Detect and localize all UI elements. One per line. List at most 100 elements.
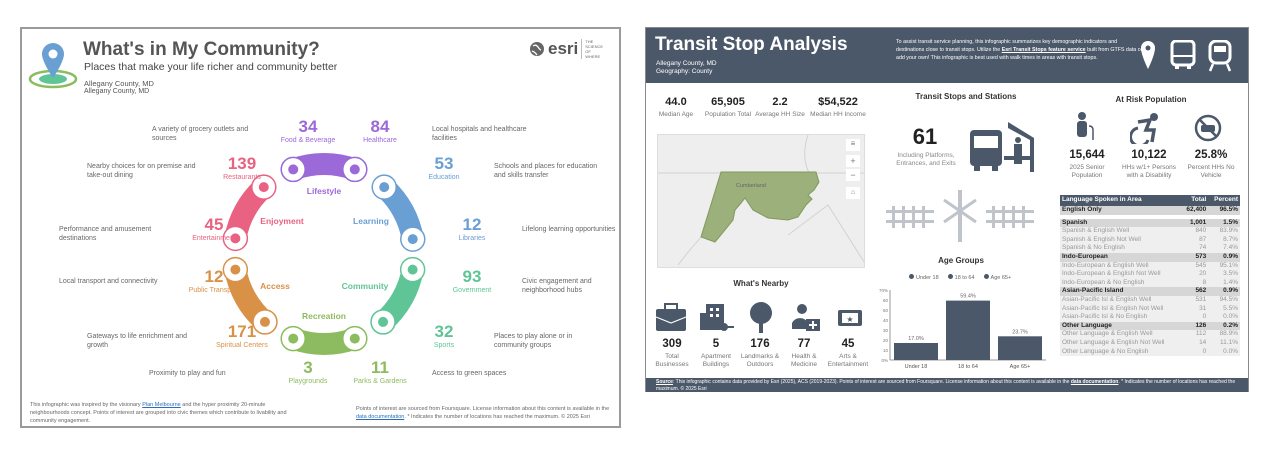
language-percent: 8.7%: [1208, 235, 1240, 245]
item-label: Restaurants: [223, 174, 261, 181]
home-button[interactable]: ⌂: [846, 187, 860, 199]
language-percent: 88.9%: [1208, 330, 1240, 339]
language-percent: 0.9%: [1208, 252, 1240, 262]
plan-melbourne-link[interactable]: Plan Melbourne: [142, 402, 181, 408]
x-tick-label: Under 18: [905, 364, 928, 370]
y-tick-label: 60: [883, 298, 889, 303]
table-row: Indo-European & No English 8 1.4%: [1060, 278, 1240, 288]
x-tick-label: 18 to 64: [958, 364, 978, 370]
stat-2: 2.2 Average HH Size: [754, 96, 806, 119]
table-row: Asian-Pacific Isl & English Well 531 94.5%: [1060, 295, 1240, 305]
stat-value: 65,905: [711, 96, 745, 108]
item-label: Public Transport: [188, 287, 240, 294]
category-glyph: [230, 264, 241, 275]
risk-value: 10,122: [1131, 149, 1167, 161]
table-row: Asian-Pacific Isl & English Not Well 31 5.…: [1060, 304, 1240, 314]
theme-access: Access: [260, 281, 290, 291]
item-description: Nearby choices for on premise and take-o…: [87, 163, 196, 179]
transit-geography: Geography: County: [656, 68, 713, 75]
stops-label: Including Platforms, Entrances, and Exit…: [896, 152, 956, 167]
item-count: 12: [462, 215, 482, 234]
stat-value: 2.2: [772, 96, 788, 108]
risk-stat: 10,122 HHs w/1+ Persons with a Disability: [1118, 149, 1180, 180]
risk-stat: 15,644 2025 Senior Population: [1056, 149, 1118, 180]
language-name: Spanish & English Not Well: [1060, 235, 1182, 245]
language-percent: 0.0%: [1208, 313, 1240, 322]
item-label: Playgrounds: [288, 378, 328, 385]
nearby-stat: 5 Apartment Buildings: [694, 338, 738, 369]
item-description: Local transport and connectivity: [59, 278, 158, 285]
header-total: Total: [1181, 195, 1209, 206]
language-total: 14: [1181, 338, 1209, 348]
legend-button[interactable]: ≡: [846, 139, 860, 151]
table-row: Indo-European 573 0.9%: [1060, 252, 1240, 262]
location-pin-icon: [28, 43, 78, 89]
chart-title: Age Groups: [938, 256, 984, 265]
item-count: 171: [227, 322, 257, 341]
bar-data-label: 59.4%: [960, 294, 976, 300]
language-total: 112: [1181, 330, 1209, 339]
theme-ring: [222, 153, 426, 355]
community-infographic: What's in My Community? Places that make…: [20, 27, 621, 428]
item-description: A variety of grocery outlets and sources: [152, 126, 249, 142]
transit-data-documentation-link[interactable]: data documentation: [1070, 379, 1119, 385]
language-name: Indo-European: [1060, 252, 1182, 262]
stops-count: 61: [912, 124, 938, 149]
item-label: Government: [452, 287, 492, 294]
no-vehicle-icon: [1194, 114, 1222, 142]
zoom-out-button[interactable]: −: [846, 169, 860, 181]
theme-recreation: Recreation: [302, 311, 346, 321]
nearby-label: Health & Medicine: [790, 353, 817, 368]
transit-stops-service-link[interactable]: Esri Transit Stops feature service: [1001, 47, 1086, 53]
language-name: Asian-Pacific Isl & No English: [1060, 313, 1182, 322]
category-glyph: [258, 182, 269, 193]
item-label: Food & Beverage: [280, 137, 336, 144]
language-percent: 1.4%: [1208, 278, 1240, 288]
footer-left: This infographic was inspired by the vis…: [30, 401, 300, 425]
language-name: Asian-Pacific Isl & English Well: [1060, 295, 1182, 305]
item-description: Civic engagement and neighborhood hubs: [522, 278, 592, 294]
category-glyph: [378, 316, 389, 327]
footer-text: : This infographic contains data provide…: [672, 379, 1071, 385]
category-glyph: [407, 264, 418, 275]
table-row: Other Language & English Well 112 88.9%: [1060, 330, 1240, 339]
language-name: Indo-European & No English: [1060, 278, 1182, 288]
language-total: 840: [1181, 227, 1209, 236]
table-row: Asian-Pacific Isl & No English 0 0.0%: [1060, 313, 1240, 322]
item-count: 11: [371, 358, 389, 377]
health-icon: [792, 304, 820, 331]
item-label: Education: [428, 174, 460, 181]
nearby-label: Apartment Buildings: [701, 353, 731, 368]
language-total: 0: [1181, 313, 1209, 322]
language-name: Asian-Pacific Island: [1060, 287, 1182, 296]
zoom-in-button[interactable]: +: [846, 155, 860, 167]
category-glyph: [349, 164, 360, 175]
x-tick-label: Age 65+: [1010, 364, 1031, 370]
y-tick-label: 20: [883, 338, 889, 343]
map-pin-icon: [1141, 41, 1155, 69]
map-view[interactable]: Cumberland ≡ + − ⌂: [657, 134, 865, 268]
language-total: 62,400: [1181, 206, 1209, 215]
language-name: Other Language & English Not Well: [1060, 338, 1182, 348]
item-count: 139: [227, 154, 257, 173]
esri-logo-text: esri: [548, 39, 579, 58]
transit-header: Transit Stop Analysis Allegany County, M…: [646, 28, 1248, 83]
language-percent: 96.5%: [1208, 206, 1240, 215]
table-row: Asian-Pacific Island 562 0.9%: [1060, 287, 1240, 296]
esri-logo: esri THE SCIENCE OF WHERE: [529, 39, 603, 59]
footer-left-text: This infographic was inspired by the vis…: [30, 402, 143, 408]
item-description: Places to play alone or in community gro…: [494, 333, 573, 349]
bar: [894, 343, 938, 360]
key-stats: 44.0 Median Age 65,905 Population Total 2.2 A…: [650, 96, 870, 119]
table-row: English Only 62,400 96.5%: [1060, 206, 1240, 215]
language-percent: 11.1%: [1208, 338, 1240, 348]
risk-stat: 25.8% Percent HHs No Vehicle: [1180, 149, 1242, 180]
data-documentation-link[interactable]: data documentation: [356, 414, 405, 420]
language-percent: 1.5%: [1208, 218, 1240, 228]
theme-learning: Learning: [353, 216, 389, 226]
y-tick-label: 30: [883, 328, 889, 333]
item-label: Healthcare: [363, 137, 397, 144]
nearby-stat: 77 Health & Medicine: [782, 338, 826, 369]
language-name: Other Language & English Well: [1060, 330, 1182, 339]
esri-tagline: THE SCIENCE OF WHERE: [581, 39, 603, 59]
